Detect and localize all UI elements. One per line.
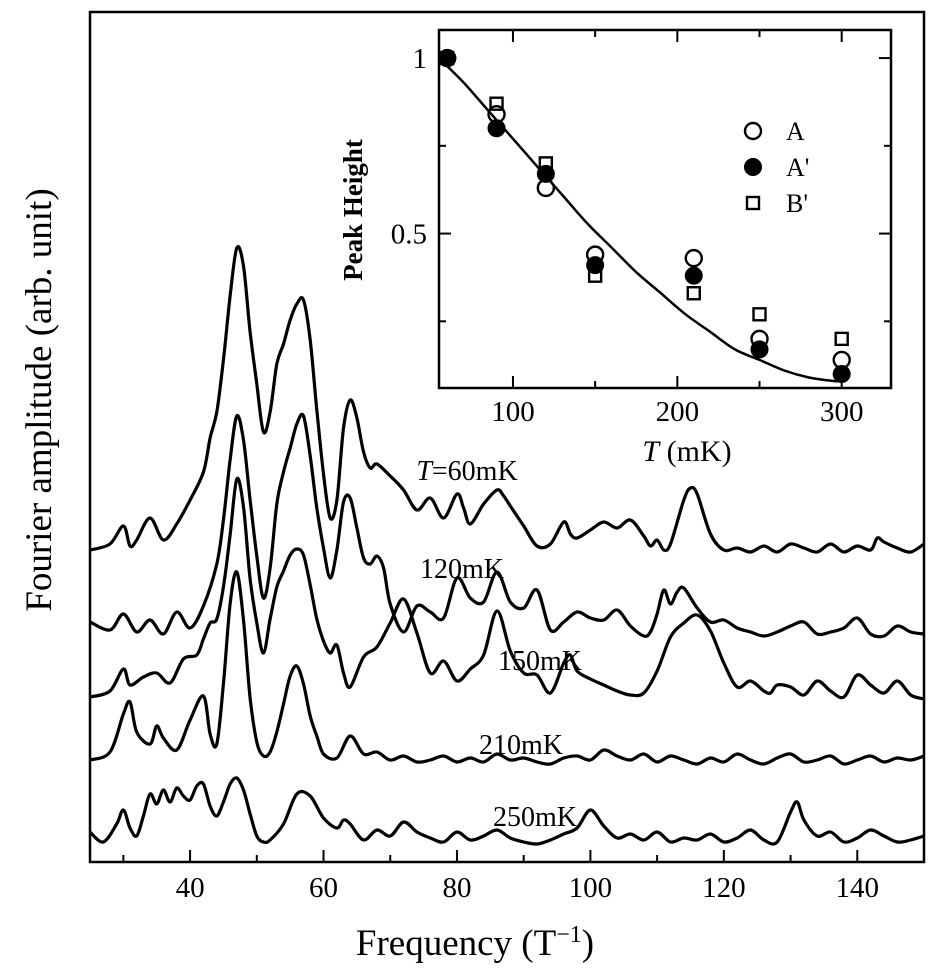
x-tick-label: 80	[442, 872, 471, 904]
inset-xlabel: T (mK)	[642, 435, 731, 468]
main-series-labels: T=60mK 120mK 150mK 210mK 250mK	[416, 456, 582, 833]
legend-label: B'	[786, 189, 808, 218]
data-point	[752, 307, 767, 322]
series-line	[89, 412, 925, 639]
inset-background	[439, 30, 891, 388]
legend-marker	[743, 121, 763, 141]
main-xlabel: Frequency (T−1)	[356, 922, 594, 964]
main-xlabel-close: )	[582, 923, 594, 964]
inset-legend: A A' B'	[743, 117, 809, 218]
x-tick-label: 60	[309, 872, 338, 904]
main-xlabel-text: Frequency (T	[356, 923, 556, 964]
inset-ylabel: Peak Height	[338, 139, 368, 281]
main-xlabel-sup: −1	[556, 922, 582, 948]
main-ylabel: Fourier amplitude (arb. unit)	[19, 188, 60, 611]
series-line	[88, 776, 925, 846]
data-point	[586, 256, 605, 275]
inset-y-tick-label: 0.5	[391, 219, 427, 251]
series-line	[89, 245, 925, 554]
main-x-ticks: 40 60 80 100 120 140	[122, 850, 925, 904]
data-point	[750, 340, 769, 359]
data-point	[834, 331, 849, 347]
series-label-text: 250mK	[493, 802, 577, 833]
inset-frame	[437, 28, 893, 390]
x-tick-label: 140	[836, 872, 880, 904]
inset-y-tick-label: 1	[413, 43, 428, 75]
inset-ticks: 100 200 300 0.5 1	[391, 30, 891, 428]
series-line	[89, 476, 925, 701]
data-point	[684, 266, 703, 285]
series-label-text: 150mK	[498, 646, 582, 677]
data-point	[686, 286, 701, 301]
x-tick-label: 120	[702, 872, 746, 904]
series-label: 250mK	[493, 802, 577, 833]
series-label: 210mK	[479, 730, 563, 761]
inset-x-tick-label: 100	[491, 396, 535, 428]
inset-xlabel-italic: T	[642, 435, 661, 468]
series-label: 150mK	[498, 646, 582, 677]
data-point	[536, 164, 555, 183]
series-label: 120mK	[420, 554, 504, 585]
legend-label: A'	[786, 153, 809, 182]
inset-data-points	[438, 48, 851, 383]
series-label-italic: T	[416, 456, 434, 487]
inset-xlabel-rest: (mK)	[659, 435, 731, 468]
legend-label: A	[786, 117, 805, 146]
legend-marker	[745, 195, 761, 211]
main-plot-frame	[88, 10, 926, 864]
data-point	[684, 248, 703, 268]
series-label-text: =60mK	[432, 456, 518, 487]
inset-x-tick-label: 200	[656, 396, 700, 428]
series-label-text: 120mK	[420, 554, 504, 585]
inset-x-tick-label: 300	[820, 396, 864, 428]
series-label-text: 210mK	[479, 730, 563, 761]
series-label: T=60mK	[416, 456, 517, 487]
legend-marker	[744, 158, 762, 176]
x-tick-label: 40	[176, 872, 205, 904]
series-line	[89, 570, 925, 766]
main-series-lines	[88, 245, 925, 846]
data-point	[487, 119, 506, 138]
x-tick-label: 100	[569, 872, 613, 904]
inset-plot: 100 200 300 0.5 1 A A' B' Peak Height T (mK)	[338, 28, 893, 468]
inset-fit-curve	[438, 57, 842, 383]
